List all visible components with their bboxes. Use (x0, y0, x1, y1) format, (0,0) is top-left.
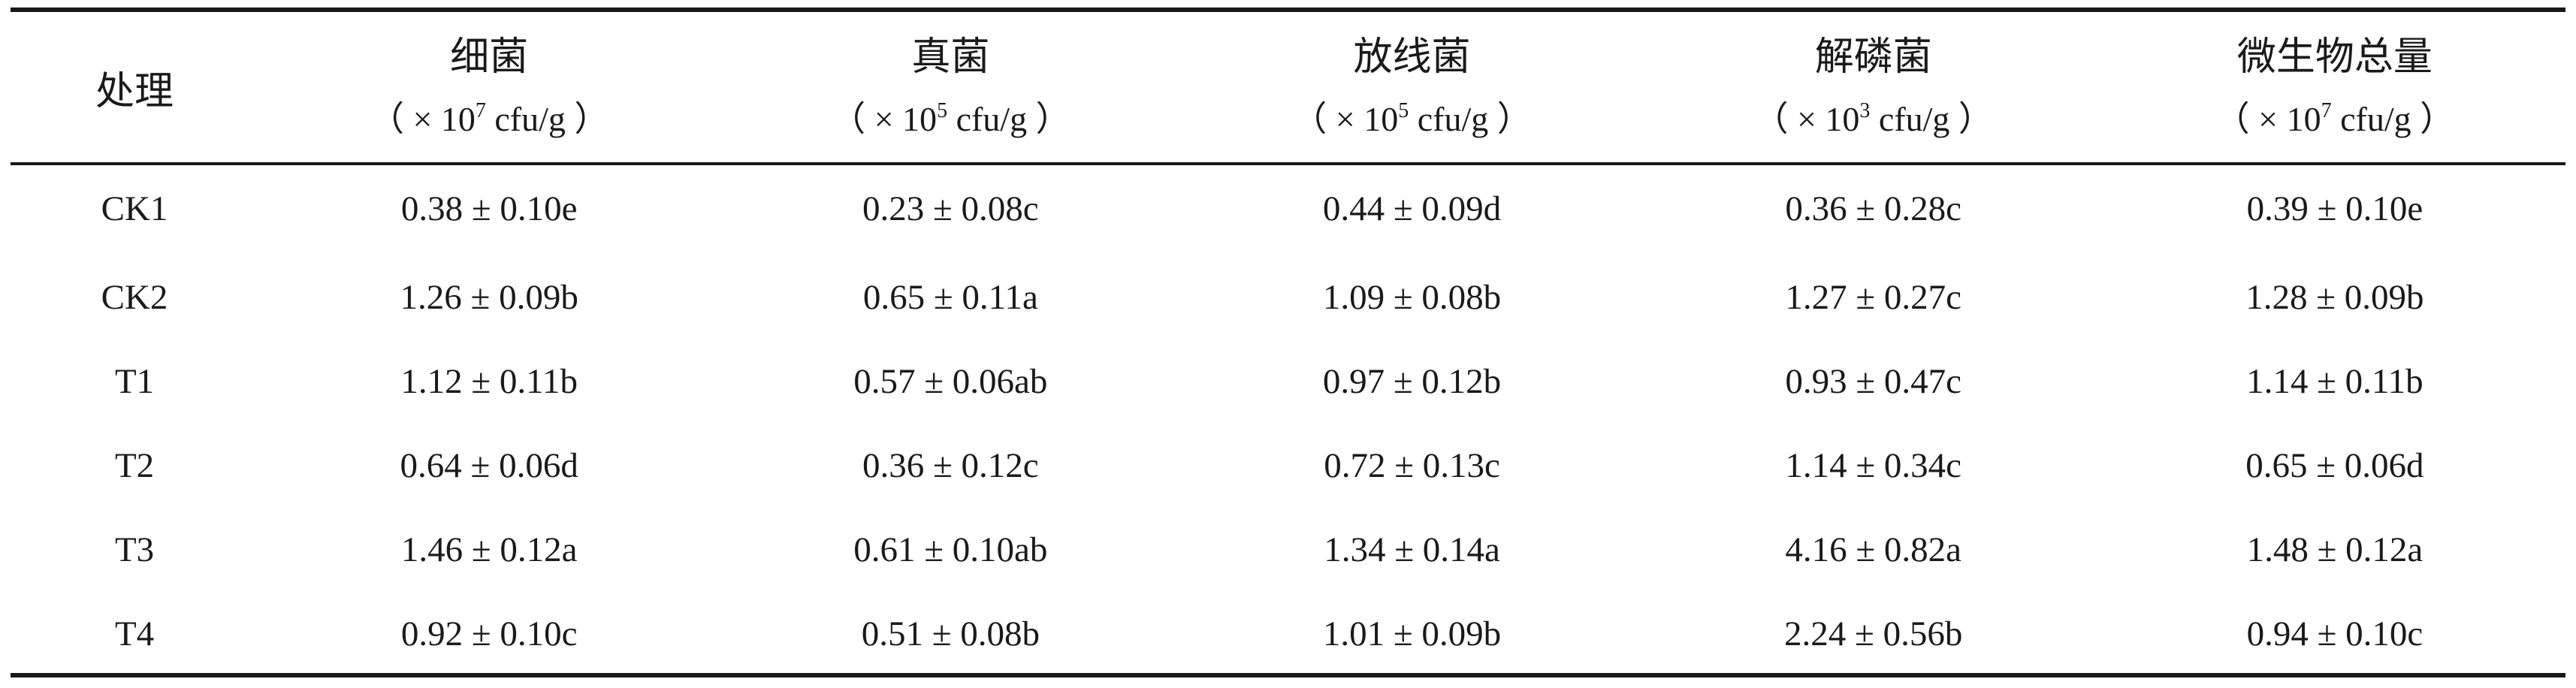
treatment-cell: CK1 (101, 189, 168, 228)
value-cell: 1.48 ± 0.12a (2246, 530, 2423, 569)
unit-suffix: cfu/g ） (947, 100, 1071, 138)
value-cell: 1.46 ± 0.12a (400, 530, 578, 569)
treatment-cell: CK2 (101, 278, 168, 317)
table-row: CK2 1.26 ± 0.09b 0.65 ± 0.11a 1.09 ± 0.0… (11, 255, 2565, 339)
header-treatment-label: 处理 (95, 70, 174, 113)
unit-exponent: 5 (1398, 99, 1409, 122)
value-cell: 1.28 ± 0.09b (2245, 278, 2424, 317)
header-column-unit: （ × 107 cfu/g ） (2104, 98, 2565, 140)
value-cell: 2.24 ± 0.56b (1784, 614, 1963, 653)
value-cell: 0.72 ± 0.13c (1324, 446, 1500, 485)
unit-exponent: 7 (475, 99, 486, 122)
header-cell-phosphate-solubilizing: 解磷菌 （ × 103 cfu/g ） (1643, 12, 2104, 162)
header-column-unit: （ × 105 cfu/g ） (720, 98, 1181, 140)
unit-prefix: （ × 10 (831, 100, 938, 138)
value-cell: 0.61 ± 0.10ab (853, 530, 1048, 569)
header-column-name: 微生物总量 (2236, 36, 2433, 79)
table-row: T3 1.46 ± 0.12a 0.61 ± 0.10ab 1.34 ± 0.1… (11, 508, 2565, 592)
unit-exponent: 3 (1859, 99, 1871, 122)
header-column-name: 细菌 (450, 36, 529, 79)
header-cell-actinomycetes: 放线菌 （ × 105 cfu/g ） (1181, 12, 1642, 162)
header-row: 处理 细菌 （ × 107 cfu/g ） 真菌 （ × 105 cfu/g ）… (11, 12, 2565, 162)
header-cell-bacteria: 细菌 （ × 107 cfu/g ） (258, 12, 720, 162)
value-cell: 0.44 ± 0.09d (1322, 189, 1502, 228)
value-cell: 0.38 ± 0.10e (400, 189, 578, 228)
unit-prefix: （ × 10 (2215, 100, 2321, 138)
table-row: T2 0.64 ± 0.06d 0.36 ± 0.12c 0.72 ± 0.13… (11, 424, 2565, 508)
value-cell: 1.01 ± 0.09b (1322, 614, 1502, 653)
header-cell-treatment: 处理 (11, 12, 258, 162)
value-cell: 0.92 ± 0.10c (400, 614, 578, 653)
treatment-cell: T3 (114, 530, 155, 569)
value-cell: 1.14 ± 0.34c (1785, 446, 1962, 485)
value-cell: 0.39 ± 0.10e (2246, 189, 2423, 228)
value-cell: 0.57 ± 0.06ab (853, 362, 1048, 401)
value-cell: 0.65 ± 0.11a (862, 278, 1038, 317)
unit-suffix: cfu/g ） (1409, 100, 1532, 138)
header-column-name: 真菌 (911, 36, 990, 79)
value-cell: 0.36 ± 0.12c (862, 446, 1039, 485)
header-column-unit: （ × 107 cfu/g ） (258, 98, 720, 140)
table-header-rule (11, 162, 2565, 165)
unit-prefix: （ × 10 (1292, 100, 1399, 138)
treatment-cell: T1 (114, 362, 155, 401)
header-column-name: 放线菌 (1353, 36, 1471, 79)
value-cell: 1.14 ± 0.11b (2246, 362, 2423, 401)
treatment-cell: T4 (114, 614, 155, 653)
microbe-count-table: 处理 细菌 （ × 107 cfu/g ） 真菌 （ × 105 cfu/g ）… (11, 12, 2565, 676)
table-row: T4 0.92 ± 0.10c 0.51 ± 0.08b 1.01 ± 0.09… (11, 592, 2565, 676)
value-cell: 1.26 ± 0.09b (400, 278, 578, 317)
header-cell-fungi: 真菌 （ × 105 cfu/g ） (720, 12, 1181, 162)
value-cell: 1.09 ± 0.08b (1322, 278, 1502, 317)
value-cell: 0.93 ± 0.47c (1785, 362, 1962, 401)
treatment-cell: T2 (114, 446, 155, 485)
value-cell: 1.12 ± 0.11b (400, 362, 578, 401)
value-cell: 0.94 ± 0.10c (2246, 614, 2423, 653)
unit-prefix: （ × 10 (369, 100, 476, 138)
table-header: 处理 细菌 （ × 107 cfu/g ） 真菌 （ × 105 cfu/g ）… (11, 12, 2565, 162)
unit-exponent: 7 (2321, 99, 2332, 122)
value-cell: 1.34 ± 0.14a (1324, 530, 1500, 569)
value-cell: 0.23 ± 0.08c (862, 189, 1039, 228)
header-column-name: 解磷菌 (1814, 36, 1932, 79)
value-cell: 0.51 ± 0.08b (861, 614, 1040, 653)
table-bottom-rule (11, 673, 2565, 677)
value-cell: 0.36 ± 0.28c (1785, 189, 1962, 228)
unit-prefix: （ × 10 (1753, 100, 1860, 138)
value-cell: 1.27 ± 0.27c (1785, 278, 1962, 317)
unit-suffix: cfu/g ） (2331, 100, 2455, 138)
unit-suffix: cfu/g ） (485, 100, 609, 138)
value-cell: 0.64 ± 0.06d (400, 446, 578, 485)
unit-exponent: 5 (937, 99, 948, 122)
table-row: CK1 0.38 ± 0.10e 0.23 ± 0.08c 0.44 ± 0.0… (11, 162, 2565, 255)
unit-suffix: cfu/g ） (1870, 100, 1993, 138)
value-cell: 4.16 ± 0.82a (1785, 530, 1962, 569)
header-column-unit: （ × 105 cfu/g ） (1181, 98, 1642, 140)
table-row: T1 1.12 ± 0.11b 0.57 ± 0.06ab 0.97 ± 0.1… (11, 339, 2565, 424)
table-body: CK1 0.38 ± 0.10e 0.23 ± 0.08c 0.44 ± 0.0… (11, 162, 2565, 676)
value-cell: 0.97 ± 0.12b (1322, 362, 1502, 401)
header-cell-total-microbes: 微生物总量 （ × 107 cfu/g ） (2104, 12, 2565, 162)
value-cell: 0.65 ± 0.06d (2245, 446, 2424, 485)
table-top-rule (11, 8, 2565, 12)
header-column-unit: （ × 103 cfu/g ） (1643, 98, 2104, 140)
